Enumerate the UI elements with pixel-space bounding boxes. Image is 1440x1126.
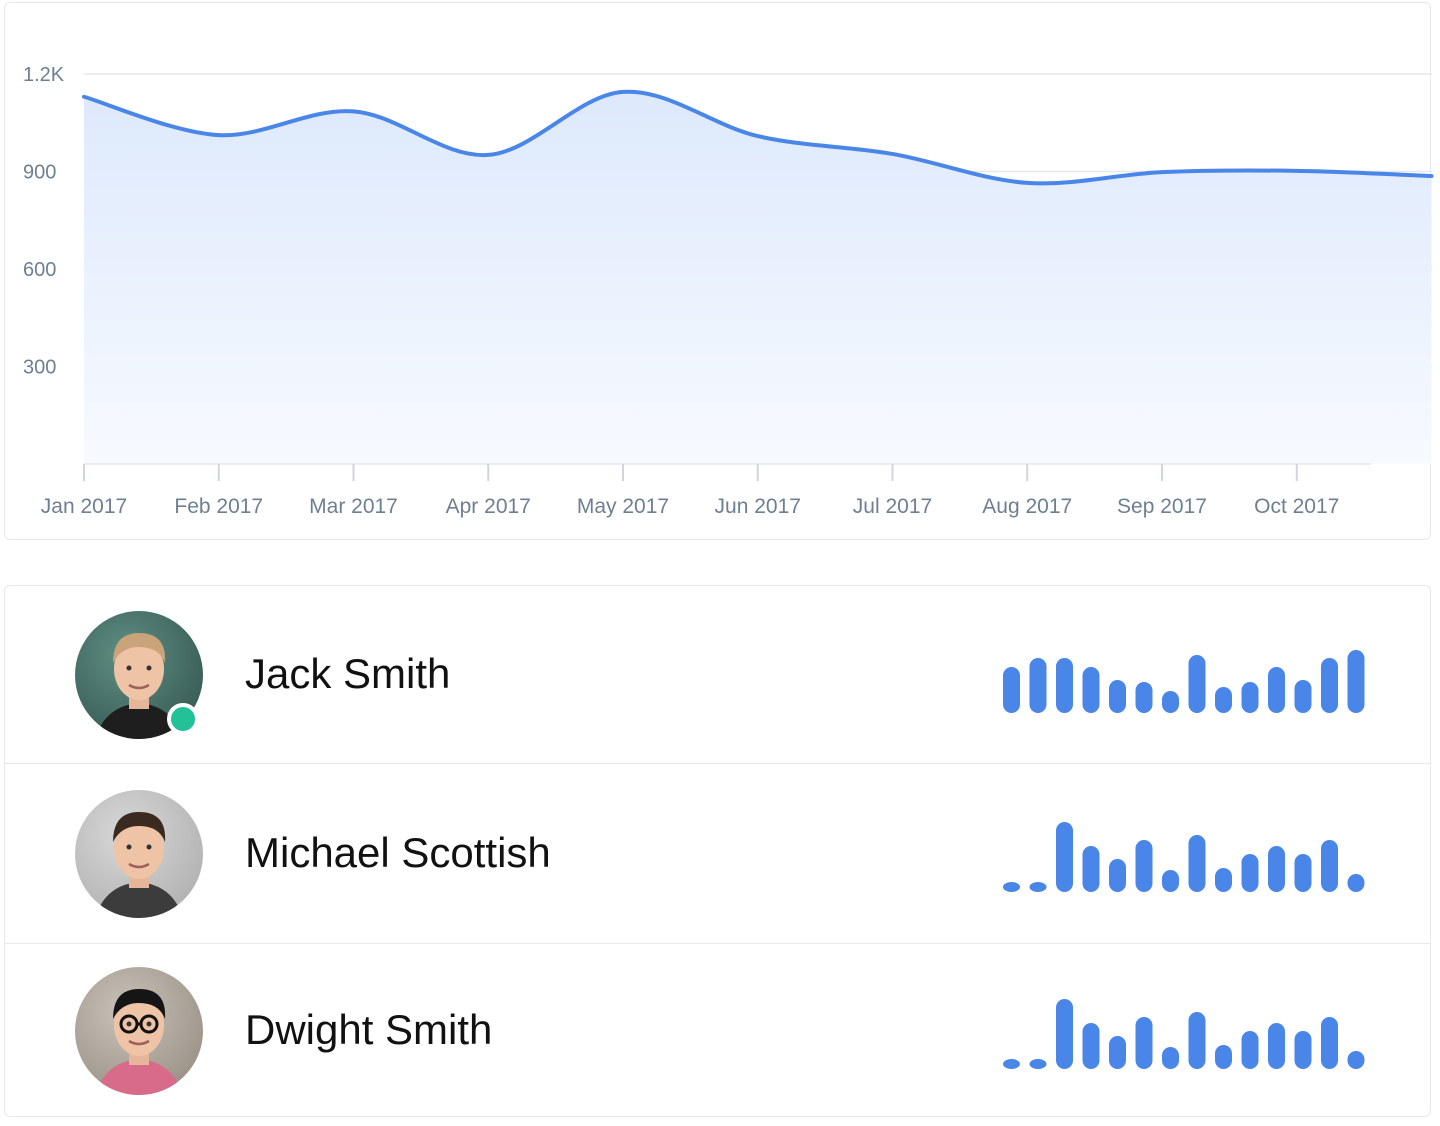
avatar-portrait-icon — [95, 989, 183, 1095]
activity-bar — [1056, 822, 1073, 892]
activity-bar — [1003, 1059, 1020, 1069]
activity-bar — [1268, 1023, 1285, 1069]
activity-bar — [1135, 840, 1153, 892]
activity-bar — [1321, 657, 1338, 713]
activity-bar — [1162, 870, 1179, 892]
activity-bar — [1294, 679, 1312, 713]
activity-sparkbar — [1003, 999, 1365, 1069]
activity-bar — [1215, 1045, 1232, 1069]
online-status-indicator — [167, 702, 199, 735]
activity-bar — [1188, 1012, 1206, 1069]
activity-bar — [1188, 654, 1206, 713]
x-tick-label: Jan 2017 — [41, 495, 127, 518]
user-name[interactable]: Michael Scottish — [245, 829, 551, 876]
activity-bar — [1268, 666, 1285, 713]
activity-bar — [1241, 854, 1259, 892]
avatar — [75, 967, 203, 1095]
activity-bar — [1109, 859, 1126, 892]
activity-bar — [1347, 1051, 1365, 1069]
x-tick-label: Apr 2017 — [446, 495, 531, 518]
avatar — [75, 790, 203, 918]
activity-sparkbar — [1003, 822, 1365, 892]
user-row[interactable]: Dwight Smith — [5, 943, 1430, 1117]
activity-bar — [1056, 657, 1073, 713]
activity-bar — [1162, 690, 1179, 713]
series-line — [82, 89, 1434, 186]
area-fill — [84, 91, 1432, 465]
activity-bar — [1109, 679, 1126, 713]
activity-bar — [1003, 666, 1020, 713]
activity-bar — [1003, 882, 1020, 892]
avatar-portrait-icon — [95, 812, 183, 918]
line-chart-card: 300 600 900 1.2K Jan 2017 Feb 2017 Mar 2017 Ap… — [4, 2, 1434, 540]
activity-bar — [1215, 686, 1232, 713]
user-name[interactable]: Jack Smith — [245, 649, 451, 697]
user-row[interactable]: Jack Smith — [5, 586, 1430, 763]
activity-bar — [1188, 835, 1206, 892]
activity-bar — [1268, 846, 1285, 892]
activity-bar — [1029, 1059, 1047, 1069]
area-chart: 300 600 900 1.2K Jan 2017 Feb 2017 Mar 2017 Ap… — [23, 64, 1434, 518]
activity-bar — [1082, 846, 1100, 892]
y-tick-label: 600 — [23, 259, 56, 281]
user-list: Jack Smith Michael Scottish Dwight Smith — [4, 585, 1431, 1117]
activity-sparkbar — [1003, 649, 1365, 713]
activity-bar — [1347, 649, 1365, 713]
activity-bar — [1109, 1036, 1126, 1069]
activity-bar — [1294, 1031, 1312, 1069]
activity-bar — [1321, 1017, 1338, 1069]
x-tick-label: Mar 2017 — [309, 495, 398, 518]
x-tick-label: Jun 2017 — [715, 495, 801, 518]
activity-bar — [1215, 868, 1232, 892]
activity-bar — [1135, 681, 1153, 713]
activity-bar — [1029, 882, 1047, 892]
avatar-portrait-icon — [95, 632, 183, 739]
y-tick-label: 300 — [23, 357, 56, 379]
activity-bar — [1347, 874, 1365, 892]
user-row[interactable]: Michael Scottish — [5, 763, 1430, 943]
activity-bar — [1241, 681, 1259, 713]
activity-bar — [1029, 657, 1047, 713]
x-tick-label: Oct 2017 — [1254, 495, 1339, 518]
activity-bar — [1162, 1047, 1179, 1069]
activity-bar — [1135, 1017, 1153, 1069]
x-tick-label: Jul 2017 — [853, 495, 932, 518]
y-tick-label: 1.2K — [23, 64, 65, 86]
x-tick-label: Aug 2017 — [982, 495, 1072, 518]
activity-bar — [1321, 840, 1338, 892]
activity-bar — [1294, 854, 1312, 892]
activity-bar — [1082, 1023, 1100, 1069]
x-tick-label: May 2017 — [577, 495, 669, 518]
activity-bar — [1082, 666, 1100, 713]
x-tick-label: Sep 2017 — [1117, 495, 1207, 518]
activity-bar — [1241, 1031, 1259, 1069]
x-tick-label: Feb 2017 — [174, 495, 263, 518]
y-tick-label: 900 — [23, 162, 56, 184]
activity-bar — [1056, 999, 1073, 1069]
user-name[interactable]: Dwight Smith — [245, 1006, 493, 1053]
